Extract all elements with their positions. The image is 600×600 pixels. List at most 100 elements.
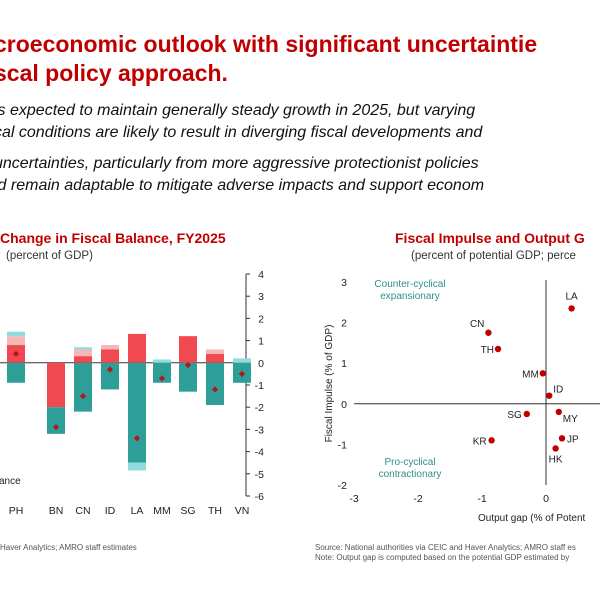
summary-line-1: is expected to maintain generally steady… xyxy=(0,102,476,119)
bar-segment xyxy=(128,362,146,463)
y-axis-title: Fiscal Impulse (% of GDP) xyxy=(324,325,335,443)
bar-segment xyxy=(47,362,65,408)
x-category-label: PH xyxy=(9,505,24,517)
net-change-marker xyxy=(211,386,219,393)
right-chart-source-line-2: Note: Output gap is computed based on th… xyxy=(315,553,570,562)
scatter-point xyxy=(555,408,562,416)
scatter-point xyxy=(568,305,575,312)
summary-line-4: ld remain adaptable to mitigate adverse … xyxy=(0,177,485,194)
y-tick-label: -3 xyxy=(255,424,264,436)
net-change-marker xyxy=(52,424,60,431)
left-chart-source: Haver Analytics; AMRO staff estimates xyxy=(0,543,137,552)
scatter-point xyxy=(523,410,530,418)
x-tick-label: -2 xyxy=(413,493,422,505)
y-tick-label: 0 xyxy=(258,358,264,370)
left-chart-title: Change in Fiscal Balance, FY2025 xyxy=(0,230,226,246)
page-title-line-2: scal policy approach. xyxy=(0,60,228,86)
bar-segment xyxy=(206,349,224,354)
bar-segment xyxy=(7,331,25,337)
left-chart-subtitle: (percent of GDP) xyxy=(6,250,93,262)
bar-segment xyxy=(7,336,25,346)
bar-segment xyxy=(206,353,224,363)
x-tick-label: -1 xyxy=(477,493,486,505)
scatter-point xyxy=(546,392,553,399)
point-label: LA xyxy=(565,291,578,302)
x-category-label: SG xyxy=(180,505,195,517)
bar-segment xyxy=(179,336,197,363)
scatter-point xyxy=(552,445,559,452)
x-category-label: ID xyxy=(105,505,116,517)
summary-line-3: uncertainties, particularly from more ag… xyxy=(0,155,479,172)
y-tick-label: 4 xyxy=(258,269,264,281)
y-tick-label: -4 xyxy=(255,447,264,459)
x-category-label: CN xyxy=(75,505,90,517)
y-tick-label: 1 xyxy=(341,358,347,370)
quadrant-label-bottom: contractionary xyxy=(379,469,442,480)
bar-segment xyxy=(153,362,171,383)
y-tick-label: -5 xyxy=(255,469,264,481)
bar-segment xyxy=(101,349,119,363)
x-tick-label: -3 xyxy=(349,493,358,505)
net-change-marker xyxy=(158,375,166,382)
x-category-label: BN xyxy=(49,505,64,517)
net-change-marker xyxy=(133,435,141,442)
bar-segment xyxy=(179,362,197,392)
y-tick-label: 3 xyxy=(341,277,347,289)
y-tick-label: 3 xyxy=(258,291,264,303)
bar-segment xyxy=(74,349,92,357)
scatter-point xyxy=(485,329,492,336)
bar-segment xyxy=(128,462,146,471)
page-title-line-1: croeconomic outlook with significant unc… xyxy=(0,31,538,57)
bar-segment xyxy=(7,362,25,383)
y-tick-label: 0 xyxy=(341,399,347,411)
scatter-point xyxy=(558,435,566,442)
x-tick-label: 0 xyxy=(543,493,549,505)
point-label: MM xyxy=(522,369,539,380)
y-tick-label: -1 xyxy=(338,439,347,451)
y-tick-label: -2 xyxy=(255,402,264,414)
point-label: ID xyxy=(553,385,563,396)
point-label: CN xyxy=(470,319,484,330)
scatter-point xyxy=(488,437,495,444)
bar-segment xyxy=(233,358,251,363)
y-tick-label: 1 xyxy=(258,336,264,348)
net-change-marker xyxy=(238,370,246,378)
y-tick-label: -2 xyxy=(338,480,347,492)
y-tick-label: 2 xyxy=(258,313,264,325)
fiscal-balance-bar-chart: 4 3 2 1 0 -1 -2 -3 -4 -5 -6 PH BN CN ID LA MM SG TH VN ance xyxy=(0,269,264,517)
bar-segment xyxy=(153,359,171,363)
bar-segment xyxy=(74,347,92,350)
summary-line-2: cal conditions are likely to result in d… xyxy=(0,124,483,141)
right-chart-title: Fiscal Impulse and Output G xyxy=(395,230,585,246)
quadrant-label-bottom: Pro-cyclical xyxy=(384,457,435,468)
quadrant-label-top: expansionary xyxy=(380,291,439,302)
bar-segment xyxy=(128,333,146,363)
point-label: JP xyxy=(567,434,579,445)
y-tick-label: 2 xyxy=(341,318,347,330)
legend-fragment: ance xyxy=(0,476,21,487)
x-category-label: VN xyxy=(235,505,250,517)
point-label: TH xyxy=(481,345,494,356)
y-tick-label: -1 xyxy=(255,380,264,392)
point-label: SG xyxy=(507,410,522,421)
point-label: KR xyxy=(473,436,487,447)
bar-segment xyxy=(101,345,119,350)
x-category-label: MM xyxy=(153,505,171,517)
x-category-label: TH xyxy=(208,505,222,517)
y-tick-label: -6 xyxy=(255,491,264,503)
bar-segment xyxy=(74,362,92,412)
bar-segment xyxy=(74,356,92,363)
x-category-label: LA xyxy=(131,505,144,517)
point-label: HK xyxy=(549,454,563,465)
scatter-point xyxy=(539,370,546,377)
right-chart-subtitle: (percent of potential GDP; perce xyxy=(411,250,576,262)
right-chart-source-line-1: Source: National authorities via CEIC an… xyxy=(315,543,576,552)
scatter-point xyxy=(494,345,502,353)
bar-segment xyxy=(101,362,119,390)
bar-segment xyxy=(47,407,65,434)
quadrant-label-top: Counter-cyclical xyxy=(374,279,445,290)
x-axis-title: Output gap (% of Potent xyxy=(478,513,586,524)
bar-segment xyxy=(206,362,224,405)
point-label: MY xyxy=(563,414,578,425)
